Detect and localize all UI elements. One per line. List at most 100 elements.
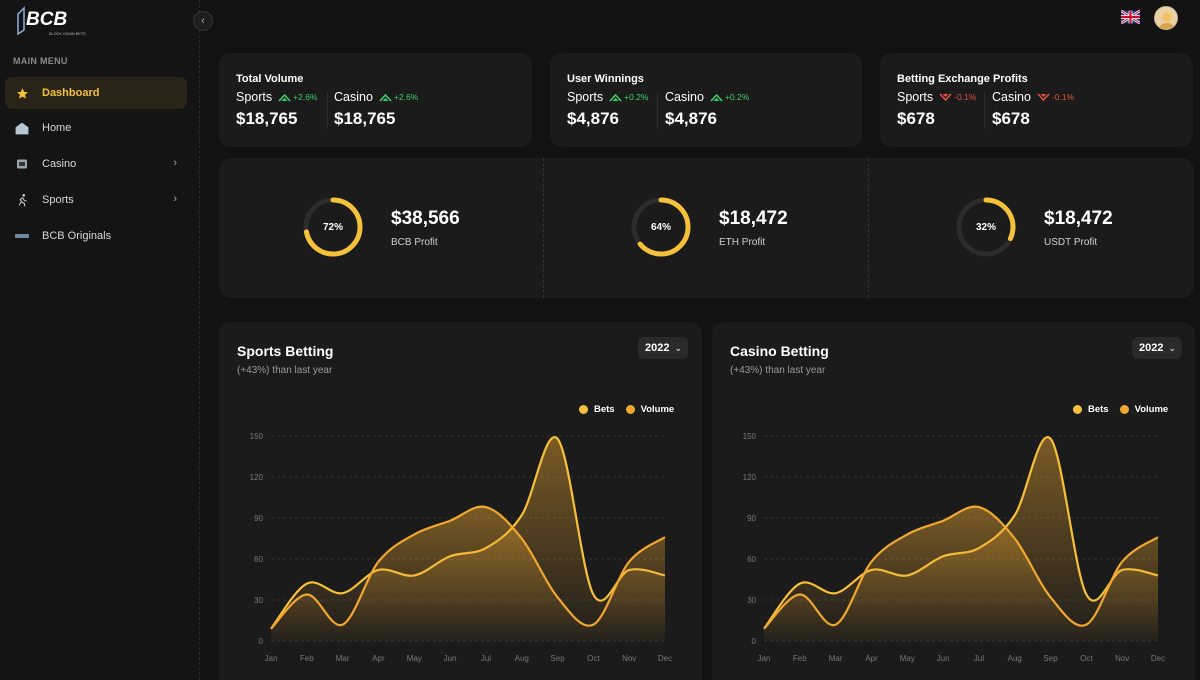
series-area-volume [271,506,665,641]
x-tick-label: Sep [550,654,565,663]
profit-panel: 72% $38,566 BCB Profit 64% $18,472 ETH P… [219,158,1194,298]
year-select[interactable]: 2022 ⌄ [638,337,688,359]
betting-exchange-profits-card: Betting Exchange Profits Sports -0.1% $6… [880,53,1193,147]
sidebar-item-label: Home [42,122,72,134]
bcb-icon [15,229,29,243]
stat-value: $4,876 [665,109,717,128]
bcb-profit-donut [303,197,363,257]
trend-up-icon [609,93,622,102]
x-tick-label: Oct [1080,654,1093,663]
chart-title: Sports Betting [237,343,334,359]
y-tick-label: 150 [250,432,264,441]
y-tick-label: 60 [254,555,263,564]
stat-label: Sports [236,90,273,104]
stat-label: Sports [897,90,934,104]
bcb-profit-label: BCB Profit [391,237,438,248]
x-tick-label: Jun [444,654,457,663]
y-tick-label: 150 [743,432,757,441]
series-line-volume [763,505,1159,630]
sidebar-item-label: BCB Originals [42,230,112,242]
stat-value: $678 [992,109,1030,128]
x-tick-label: Feb [300,654,314,663]
stat-sports: Sports -0.1% $678 [897,90,976,129]
sidebar-item-label: Sports [42,194,74,206]
usdt-profit-donut [956,197,1016,257]
casino-betting-chart-card: Casino Betting (+43%) than last year 202… [712,322,1195,680]
sports-betting-chart: 0 30 60 90 120 150 Jan Feb Mar Apr May Jun Jul Aug Sep… [250,432,672,663]
x-tick-label: May [900,654,915,663]
trend-down-icon [1037,92,1050,101]
logo-tagline: BLOCK CHAIN BETS [49,32,86,36]
slot-icon [15,157,29,171]
eth-profit-label: ETH Profit [719,237,766,248]
y-tick-label: 30 [747,596,756,605]
series-area-volume [764,506,1158,641]
stat-casino: Casino +0.2% $4,876 [665,90,749,129]
chart-legend: Bets Volume [579,404,685,415]
bcb-logo[interactable]: BCB BLOCK CHAIN BETS [16,4,96,38]
sports-betting-chart-card: Sports Betting (+43%) than last year 202… [219,322,702,680]
chart-subtitle: (+43%) than last year [237,365,333,376]
eth-profit-percent: 64% [650,222,671,233]
y-tick-label: 90 [747,514,756,523]
series-line-volume [270,505,666,630]
stat-value: $678 [897,109,935,128]
sidebar-item-dashboard[interactable]: Dashboard [5,77,187,109]
casino-betting-chart: 0 30 60 90 120 150 Jan Feb Mar Apr May Jun Jul Aug Sep… [743,432,1165,663]
chevron-down-icon: ⌄ [674,342,683,353]
sidebar-item-home[interactable]: Home [5,112,187,144]
sidebar-item-casino[interactable]: Casino › [5,148,187,180]
y-tick-label: 120 [250,473,264,482]
eth-profit-value: $18,472 [719,208,788,229]
x-tick-label: Jul [481,654,491,663]
y-tick-label: 120 [743,473,757,482]
main-menu-title: MAIN MENU [13,56,68,66]
year-select[interactable]: 2022 ⌄ [1132,337,1182,359]
bcb-profit-value: $38,566 [391,208,460,229]
sidebar: BCB BLOCK CHAIN BETS MAIN MENU Dashboard… [0,0,200,680]
x-tick-label: Feb [793,654,807,663]
year-value: 2022 [1139,342,1164,354]
legend-dot-volume [1119,405,1129,414]
total-volume-card: Total Volume Sports +2.6% $18,765 Casino… [219,53,532,147]
x-tick-label: Dec [658,654,672,663]
x-tick-label: Nov [1115,654,1129,663]
stat-change: +0.2% [724,92,750,102]
uk-flag-icon[interactable] [1121,10,1140,24]
chart-legend: Bets Volume [1073,404,1179,415]
stat-value: $4,876 [567,109,619,128]
chevron-right-icon: › [173,157,177,169]
x-tick-label: Dec [1151,654,1165,663]
x-tick-label: Aug [1008,654,1022,663]
stat-sports: Sports +0.2% $4,876 [567,90,648,129]
sidebar-collapse-button[interactable]: ‹ [193,11,213,31]
trend-up-icon [379,93,392,102]
stat-title: Total Volume [236,73,304,85]
eth-profit-donut [631,197,691,257]
year-value: 2022 [645,342,670,354]
runner-icon [15,193,29,207]
stat-label: Casino [334,90,373,104]
usdt-profit-label: USDT Profit [1044,237,1098,248]
stat-casino: Casino +2.6% $18,765 [334,90,418,129]
x-tick-label: Jun [937,654,950,663]
x-tick-label: May [407,654,422,663]
stat-casino: Casino -0.1% $678 [992,90,1074,129]
user-avatar-icon[interactable] [1154,6,1178,30]
sidebar-item-sports[interactable]: Sports › [5,184,187,216]
sidebar-item-bcb-originals[interactable]: BCB Originals [5,220,187,252]
legend-dot-bets [1073,405,1082,414]
stat-label: Casino [665,90,704,104]
trend-up-icon [278,93,291,102]
home-icon [15,121,29,135]
stat-title: User Winnings [567,73,644,85]
stat-value: $18,765 [236,109,298,128]
x-tick-label: Jan [265,654,278,663]
stat-label: Sports [567,90,604,104]
stat-change: +2.6% [393,92,419,102]
x-tick-label: Jan [758,654,771,663]
chart-title: Casino Betting [730,343,829,359]
x-tick-label: Oct [587,654,600,663]
x-tick-label: Mar [336,654,350,663]
stat-value: $18,765 [334,109,396,128]
